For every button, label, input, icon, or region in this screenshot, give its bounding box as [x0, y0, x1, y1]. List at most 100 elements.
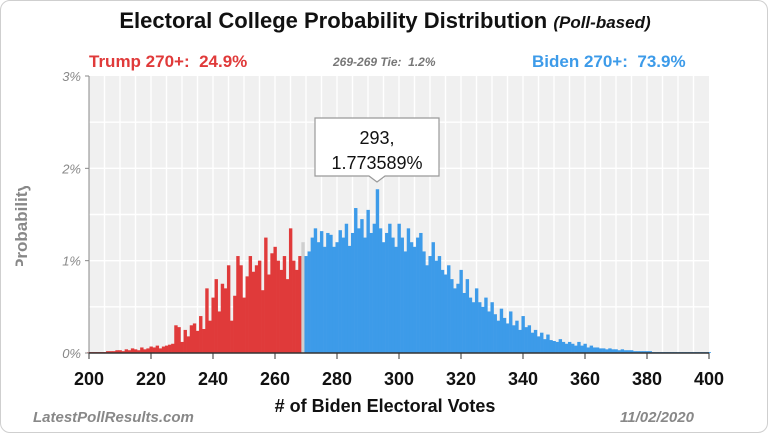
bar	[391, 237, 395, 353]
y-axis-label-text: Probability	[12, 186, 31, 266]
bar	[183, 329, 187, 353]
bar	[236, 256, 240, 353]
bar	[254, 265, 259, 353]
bar	[152, 347, 156, 353]
y-tick-label: 1%	[62, 254, 81, 269]
bar	[366, 209, 370, 353]
bar	[220, 283, 225, 353]
bar	[419, 232, 423, 353]
bar	[137, 350, 141, 353]
x-tick-label: 320	[446, 369, 476, 389]
tie-stat-value: 1.2%	[408, 55, 436, 69]
bar	[431, 242, 435, 353]
bar	[140, 347, 144, 353]
x-tick-label: 400	[694, 369, 724, 389]
bar	[350, 232, 355, 353]
bar	[617, 350, 621, 353]
biden-stat-label: Biden 270+:	[532, 52, 628, 71]
bar	[561, 341, 566, 353]
bar	[233, 295, 237, 353]
biden-stat: Biden 270+: 73.9%	[532, 52, 686, 72]
bar	[381, 242, 386, 353]
bar	[428, 256, 432, 353]
bar	[158, 348, 163, 353]
bar	[614, 349, 618, 353]
bar	[174, 325, 178, 353]
bar	[549, 340, 553, 353]
trump-stat: Trump 270+: 24.9%	[89, 52, 247, 72]
bar	[149, 346, 153, 353]
bar	[211, 297, 215, 353]
bar	[521, 316, 525, 353]
trump-stat-label: Trump 270+:	[89, 52, 190, 71]
bar	[580, 345, 584, 353]
bar	[177, 327, 181, 353]
bar	[341, 237, 346, 353]
tie-stat-label: 269-269 Tie:	[333, 55, 402, 69]
bar	[195, 330, 200, 353]
bar	[230, 320, 234, 353]
bar	[524, 327, 528, 353]
bar	[316, 242, 321, 353]
bar	[450, 279, 454, 353]
bar	[595, 347, 600, 353]
bar	[598, 348, 603, 353]
chart-title: Electoral College Probability Distributi…	[0, 8, 770, 34]
bar	[493, 314, 497, 353]
bar	[347, 245, 352, 353]
bar	[307, 251, 311, 353]
bar	[155, 345, 160, 353]
bar	[285, 279, 290, 353]
bar	[536, 336, 541, 353]
bar	[378, 228, 383, 353]
bar	[264, 237, 268, 353]
title-subtitle: (Poll-based)	[553, 13, 651, 32]
bar	[602, 348, 606, 353]
bar	[146, 348, 150, 353]
bar	[270, 253, 274, 353]
bar	[161, 346, 166, 353]
bar	[648, 351, 652, 353]
bar	[456, 283, 460, 353]
bar	[180, 341, 184, 353]
tooltip-line-1: 293,	[359, 128, 395, 148]
bar	[301, 242, 305, 353]
bar	[577, 341, 581, 353]
bar	[323, 246, 327, 353]
bar	[571, 343, 575, 353]
bar	[214, 279, 218, 353]
x-tick-label: 260	[260, 369, 290, 389]
bar	[186, 336, 191, 353]
bar	[313, 228, 318, 353]
bar	[512, 325, 516, 353]
bar	[242, 297, 246, 353]
bar	[633, 351, 637, 353]
x-tick-label: 380	[632, 369, 662, 389]
bar	[487, 311, 491, 353]
bar	[400, 237, 404, 353]
bar	[527, 325, 532, 353]
bar	[354, 208, 358, 353]
bar	[109, 351, 113, 353]
x-tick-label: 340	[508, 369, 538, 389]
bar	[589, 345, 594, 353]
bar	[118, 350, 122, 353]
bar	[490, 302, 494, 353]
bar	[208, 320, 212, 353]
bar	[409, 242, 414, 353]
bar	[248, 256, 253, 353]
bar	[474, 288, 479, 353]
x-tick-label: 360	[570, 369, 600, 389]
bar	[518, 329, 522, 353]
bar	[217, 311, 222, 353]
bar	[502, 317, 507, 353]
trump-stat-value: 24.9%	[199, 52, 248, 71]
bar	[282, 256, 287, 353]
bar	[422, 251, 426, 353]
bar	[205, 288, 209, 353]
bar	[558, 339, 563, 353]
bar	[288, 228, 293, 353]
bar	[369, 232, 373, 353]
bar	[326, 232, 330, 353]
bar	[106, 351, 110, 353]
